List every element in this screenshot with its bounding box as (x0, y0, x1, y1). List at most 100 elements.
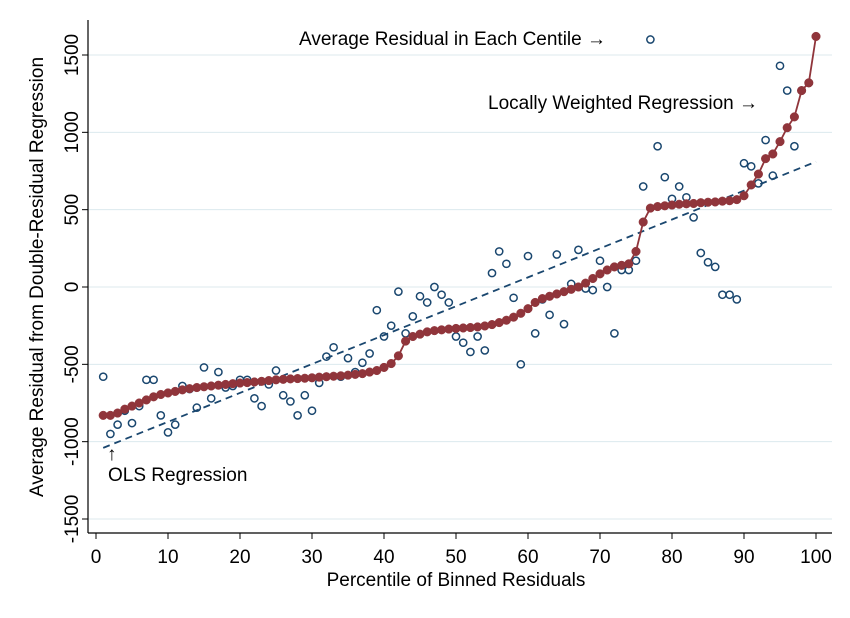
x-tick-label: 70 (589, 547, 610, 568)
centile-point (458, 338, 468, 348)
lowess-point (811, 31, 821, 41)
centile-point (206, 394, 216, 403)
centile-point (473, 332, 482, 341)
lowess-point (581, 278, 591, 288)
lowess-point (379, 362, 389, 372)
centile-point (768, 171, 778, 180)
centile-point (163, 428, 173, 437)
centile-point (322, 352, 331, 361)
centile-point (437, 290, 446, 300)
centile-point (480, 346, 490, 355)
centile-point (444, 298, 454, 307)
centile-point (199, 363, 209, 372)
lowess-point (732, 195, 742, 205)
centile-point (487, 268, 497, 278)
x-tick-label: 30 (301, 547, 322, 568)
lowess-point (113, 408, 123, 418)
centile-point (343, 353, 353, 363)
lowess-point (509, 312, 519, 322)
lowess-point (768, 149, 778, 159)
centile-point (257, 401, 266, 411)
centile-point (674, 182, 684, 191)
centile-point (732, 295, 742, 304)
centile-point (660, 172, 670, 182)
lowess-point (631, 246, 641, 256)
centile-point (386, 321, 396, 331)
x-tick-label: 50 (445, 547, 466, 568)
centile-point (408, 312, 418, 321)
x-tick-label: 90 (733, 547, 754, 568)
centile-point (502, 259, 511, 269)
y-tick-label: 1000 (62, 111, 83, 153)
centile-point (588, 285, 598, 295)
centile-point (372, 305, 382, 315)
lowess-point (624, 259, 634, 269)
lowess-point (530, 297, 540, 308)
centile-point (278, 390, 288, 400)
lowess-annotation: Locally Weighted Regression → (488, 93, 758, 114)
lowess-point (573, 282, 583, 292)
centile-point (775, 61, 785, 71)
lowess-point (775, 137, 785, 147)
centile-point (530, 329, 540, 338)
x-tick-label: 20 (229, 547, 250, 568)
centile-point (329, 342, 338, 352)
x-axis-title: Percentile of Binned Residuals (327, 570, 586, 591)
centile-point (394, 287, 403, 296)
centile-point (610, 329, 619, 338)
centile-point (509, 293, 518, 303)
centile-point (307, 406, 317, 416)
centile-point (170, 420, 180, 430)
ols-arrow: ↑ (107, 444, 117, 465)
lowess-point (789, 112, 799, 122)
centile-point (689, 213, 698, 222)
centile-point (156, 411, 166, 420)
lowess-point (746, 180, 756, 190)
centile-point (98, 372, 108, 382)
ols-layer (102, 160, 817, 449)
y-tick-label: 1500 (62, 34, 83, 76)
centile-point (113, 420, 122, 430)
centile-point (106, 429, 115, 439)
y-tick-label: 500 (62, 194, 83, 226)
axes: -1500 -1000 -500 0 500 1000 1500 0 10 20 30 40 50 60 7… (62, 20, 832, 568)
centile-point (286, 397, 295, 406)
centile-point (602, 282, 612, 292)
centile-point (638, 182, 648, 191)
centile-annotation: Average Residual in Each Centile → (299, 29, 606, 50)
centile-point (703, 257, 713, 267)
lowess-point (782, 123, 792, 133)
centile-point (358, 358, 367, 368)
centile-point (494, 247, 504, 256)
centile-point (574, 245, 583, 255)
centile-point (430, 282, 439, 292)
centile-point (545, 310, 554, 320)
centile-point (595, 256, 605, 266)
centile-point (552, 250, 562, 259)
centile-point (790, 141, 799, 151)
lowess-point (753, 169, 763, 179)
lowess-point (797, 86, 807, 96)
lowess-point (761, 154, 771, 164)
gridlines (88, 54, 832, 520)
x-tick-label: 80 (661, 547, 682, 568)
centile-point (271, 366, 281, 375)
ols-line (102, 160, 817, 449)
centile-point (422, 298, 432, 307)
x-tick-label: 100 (800, 547, 832, 568)
lowess-point (393, 351, 403, 361)
centile-point (293, 411, 302, 420)
x-tick-label: 10 (157, 547, 178, 568)
centile-point (646, 35, 655, 44)
lowess-point (739, 191, 749, 201)
centile-point (516, 359, 526, 369)
centile-point (365, 349, 374, 358)
centile-point (631, 256, 641, 266)
centile-point (710, 262, 720, 272)
centile-point (739, 158, 749, 168)
centile-point (696, 248, 706, 258)
lowess-layer (98, 31, 821, 420)
centile-point (746, 162, 756, 171)
